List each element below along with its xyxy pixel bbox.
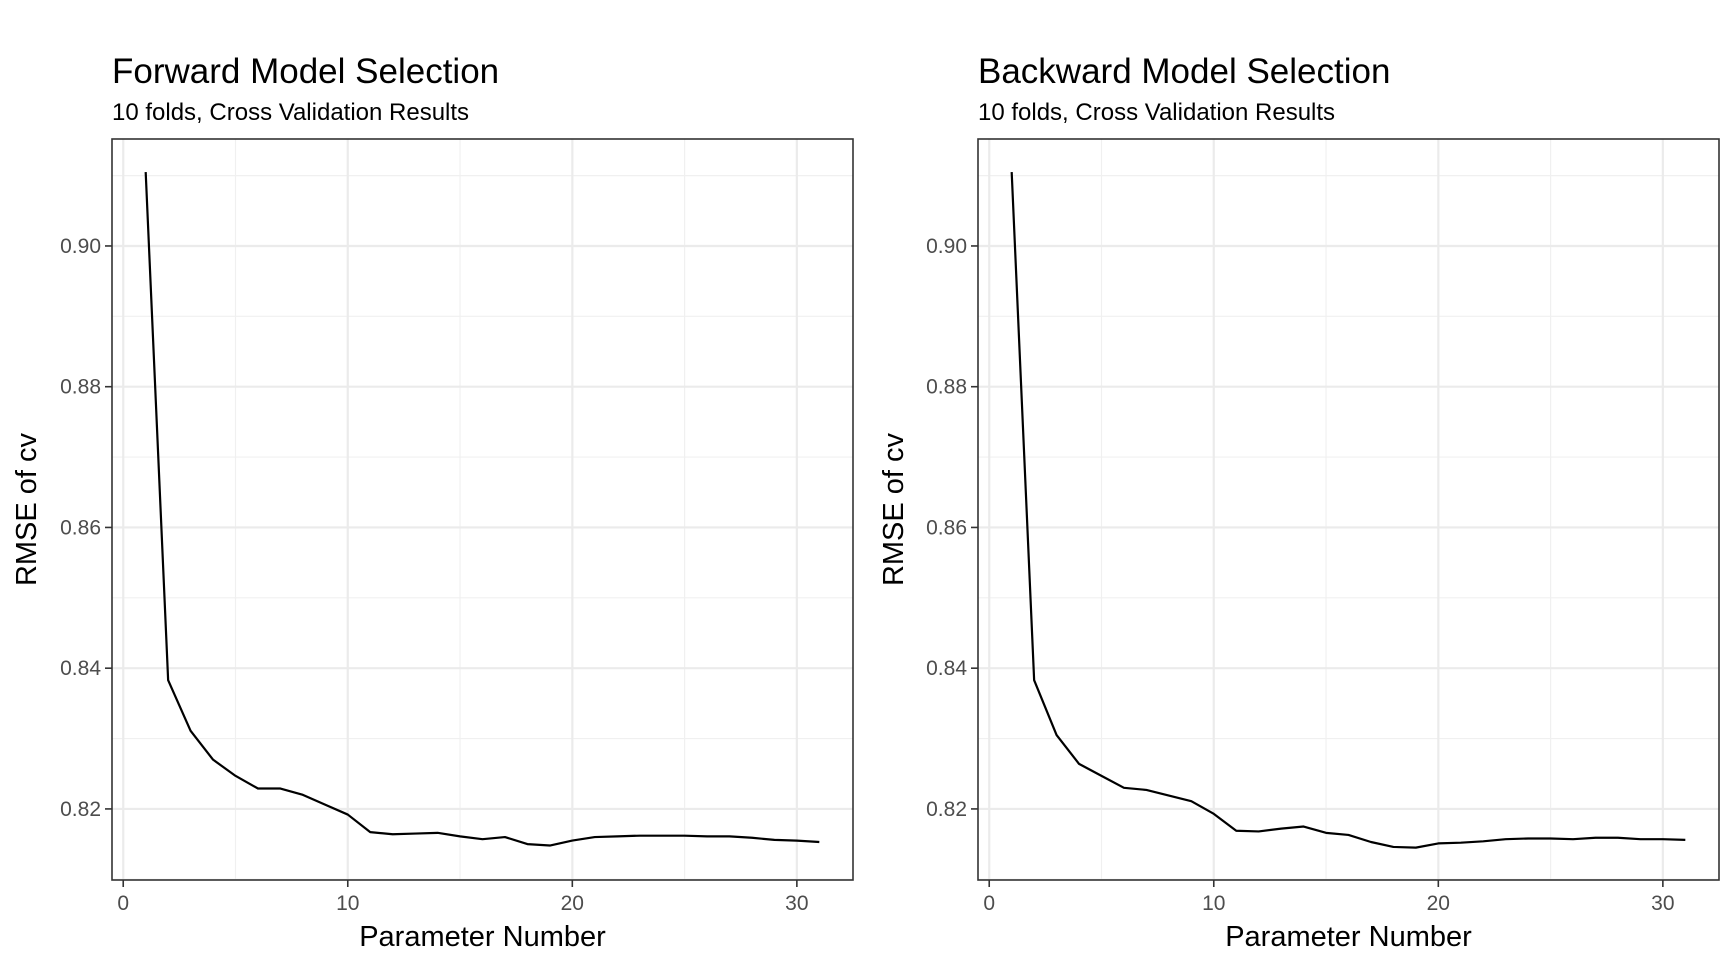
y-tick-label: 0.82 [60, 798, 101, 821]
series-line-1 [144, 172, 820, 847]
y-tick-label: 0.82 [926, 798, 967, 821]
y-tick-label: 0.86 [60, 516, 101, 539]
y-axis-title: RMSE of cv [11, 432, 43, 586]
plot-border [977, 138, 1720, 881]
y-tick-label: 0.84 [926, 657, 967, 680]
chart-title: Forward Model Selection [112, 52, 499, 91]
plot-border [111, 138, 854, 881]
y-tick-label: 0.88 [926, 376, 967, 399]
x-tick-label: 20 [1427, 892, 1450, 915]
plot-background [112, 139, 853, 880]
x-tick-label: 0 [983, 892, 995, 915]
x-axis-title: Parameter Number [1225, 921, 1472, 953]
x-tick-label: 0 [117, 892, 129, 915]
series-line-1 [1010, 172, 1686, 849]
x-tick-label: 30 [1651, 892, 1674, 915]
chart-panel-1: 0 10 20 30 0.82 0.84 0.86 0.88 0.90 Forward Model… [11, 52, 854, 953]
x-tick-label: 10 [1202, 892, 1225, 915]
x-tick-label: 10 [336, 892, 359, 915]
chart-title: Backward Model Selection [978, 52, 1390, 91]
y-tick-label: 0.90 [60, 235, 101, 258]
y-axis-title: RMSE of cv [878, 432, 910, 586]
x-tick-label: 20 [561, 892, 584, 915]
y-tick-label: 0.90 [926, 235, 967, 258]
chart-panel-2: 0 10 20 30 0.82 0.84 0.86 0.88 0.90 Backward Mode… [878, 52, 1720, 953]
x-axis-title: Parameter Number [359, 921, 606, 953]
y-tick-label: 0.84 [60, 657, 101, 680]
y-tick-label: 0.88 [60, 376, 101, 399]
chart-subtitle: 10 folds, Cross Validation Results [112, 99, 469, 126]
y-tick-label: 0.86 [926, 516, 967, 539]
chart-subtitle: 10 folds, Cross Validation Results [978, 99, 1335, 126]
x-tick-label: 30 [785, 892, 808, 915]
